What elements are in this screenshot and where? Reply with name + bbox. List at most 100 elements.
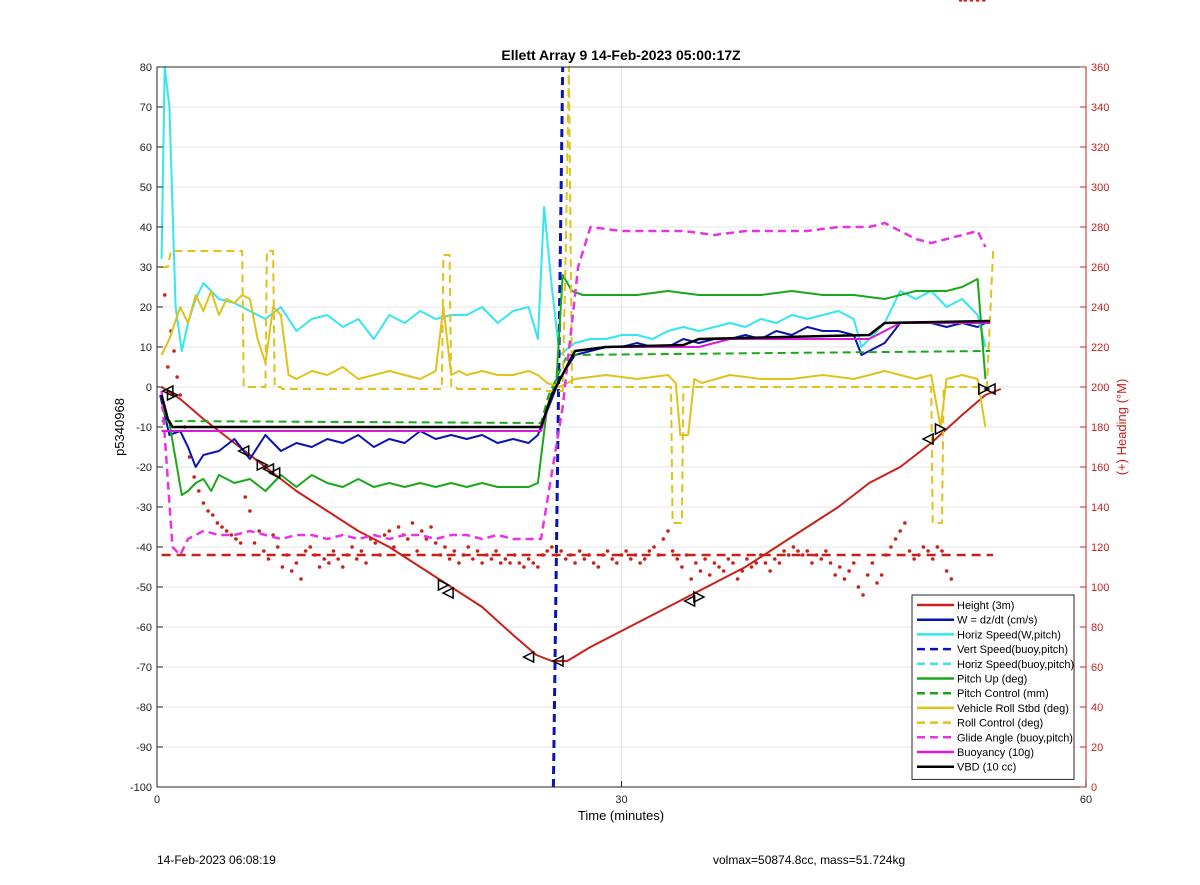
heading-point (364, 561, 368, 565)
heading-point (889, 545, 893, 549)
footer-timestamp: 14-Feb-2023 06:08:19 (157, 853, 276, 867)
y-axis-label: p5340968 (112, 398, 127, 456)
y-tick-label: -10 (136, 422, 152, 434)
heading-point (763, 561, 768, 565)
heading-point (982, 0, 986, 2)
heading-point (870, 561, 875, 565)
series-line (161, 386, 1002, 662)
y-tick-label: 10 (140, 342, 152, 354)
heading-point (262, 549, 266, 553)
y2-tick-label: 100 (1091, 582, 1109, 594)
legend-label: VBD (10 cc) (957, 762, 1016, 774)
heading-point (178, 393, 183, 397)
heading-point (175, 375, 179, 379)
heading-point (601, 553, 605, 557)
heading-point (299, 577, 303, 581)
legend-label: Horiz Speed(buoy,pitch) (957, 659, 1074, 671)
heading-point (229, 533, 234, 537)
heading-point (828, 561, 833, 565)
heading-point (433, 541, 438, 545)
direction-marker (921, 432, 934, 446)
y2-tick-label: 180 (1091, 422, 1109, 434)
direction-marker (267, 466, 281, 480)
heading-point (503, 557, 508, 561)
x-tick-label: 60 (1080, 794, 1092, 806)
heading-point (461, 553, 466, 557)
y2-tick-label: 260 (1091, 262, 1109, 274)
y2-axis-label: (+) Heading (°M) (1114, 379, 1129, 476)
heading-point (257, 529, 261, 533)
heading-point (345, 553, 350, 557)
heading-point (275, 545, 280, 549)
heading-point (162, 293, 167, 297)
heading-point (940, 549, 944, 553)
heading-point (903, 521, 907, 525)
heading-point (359, 549, 364, 553)
heading-point (800, 553, 805, 557)
heading-point (166, 365, 170, 369)
heading-point (475, 549, 480, 553)
heading-point (280, 565, 285, 569)
heading-point (215, 521, 220, 525)
heading-point (317, 565, 322, 569)
heading-point (703, 557, 707, 561)
heading-point (930, 557, 935, 561)
heading-point (791, 545, 796, 549)
direction-marker (166, 388, 180, 402)
y2-tick-label: 80 (1091, 622, 1103, 634)
heading-point (540, 553, 545, 557)
heading-point (707, 573, 712, 577)
y-tick-label: 50 (140, 182, 152, 194)
direction-marker (437, 578, 451, 592)
direction-marker (441, 586, 454, 600)
footer-volmax-mass: volmax=50874.8cc, mass=51.724kg (713, 853, 906, 867)
heading-point (666, 529, 670, 533)
y-tick-label: 70 (140, 102, 152, 114)
heading-point (856, 585, 861, 589)
heading-point (717, 565, 721, 569)
heading-point (633, 553, 638, 557)
series-line (161, 350, 991, 424)
direction-marker (261, 462, 275, 476)
heading-point (768, 569, 772, 573)
direction-markers (161, 382, 996, 668)
x-axis-label: Time (minutes) (578, 808, 664, 823)
y-tick-label: -80 (136, 702, 152, 714)
y2-tick-label: 340 (1091, 102, 1109, 114)
direction-marker (978, 382, 991, 396)
legend-label: Glide Angle (buoy,pitch) (957, 732, 1073, 744)
heading-point (206, 509, 210, 513)
heading-point (805, 549, 810, 553)
x-axis: 0 30 60 (154, 781, 1092, 806)
legend-box (911, 594, 1075, 780)
y2-tick-label: 160 (1091, 462, 1109, 474)
heading-point (926, 549, 930, 553)
y-tick-label: -90 (136, 742, 152, 754)
heading-point (289, 569, 294, 573)
heading-point (824, 549, 828, 553)
heading-point (559, 549, 563, 553)
heading-point (969, 0, 974, 2)
y-tick-label: -20 (136, 462, 152, 474)
heading-point (350, 545, 354, 549)
heading-point (782, 549, 786, 553)
heading-point (596, 565, 601, 569)
heading-point (694, 561, 698, 565)
heading-point (489, 557, 494, 561)
y2-tick-label: 200 (1091, 382, 1109, 394)
heading-point (656, 553, 661, 557)
direction-marker (521, 650, 535, 664)
heading-point (429, 525, 433, 529)
heading-point (875, 581, 879, 585)
heading-point (814, 553, 819, 557)
heading-point (294, 561, 299, 565)
heading-point (842, 577, 847, 581)
x-tick-label: 30 (615, 794, 627, 806)
heading-point (271, 533, 275, 537)
legend-label: Buoyancy (10g) (957, 747, 1034, 759)
heading-point (638, 561, 642, 565)
heading-point (893, 537, 898, 541)
heading-point (378, 553, 382, 557)
heading-point (907, 549, 912, 553)
